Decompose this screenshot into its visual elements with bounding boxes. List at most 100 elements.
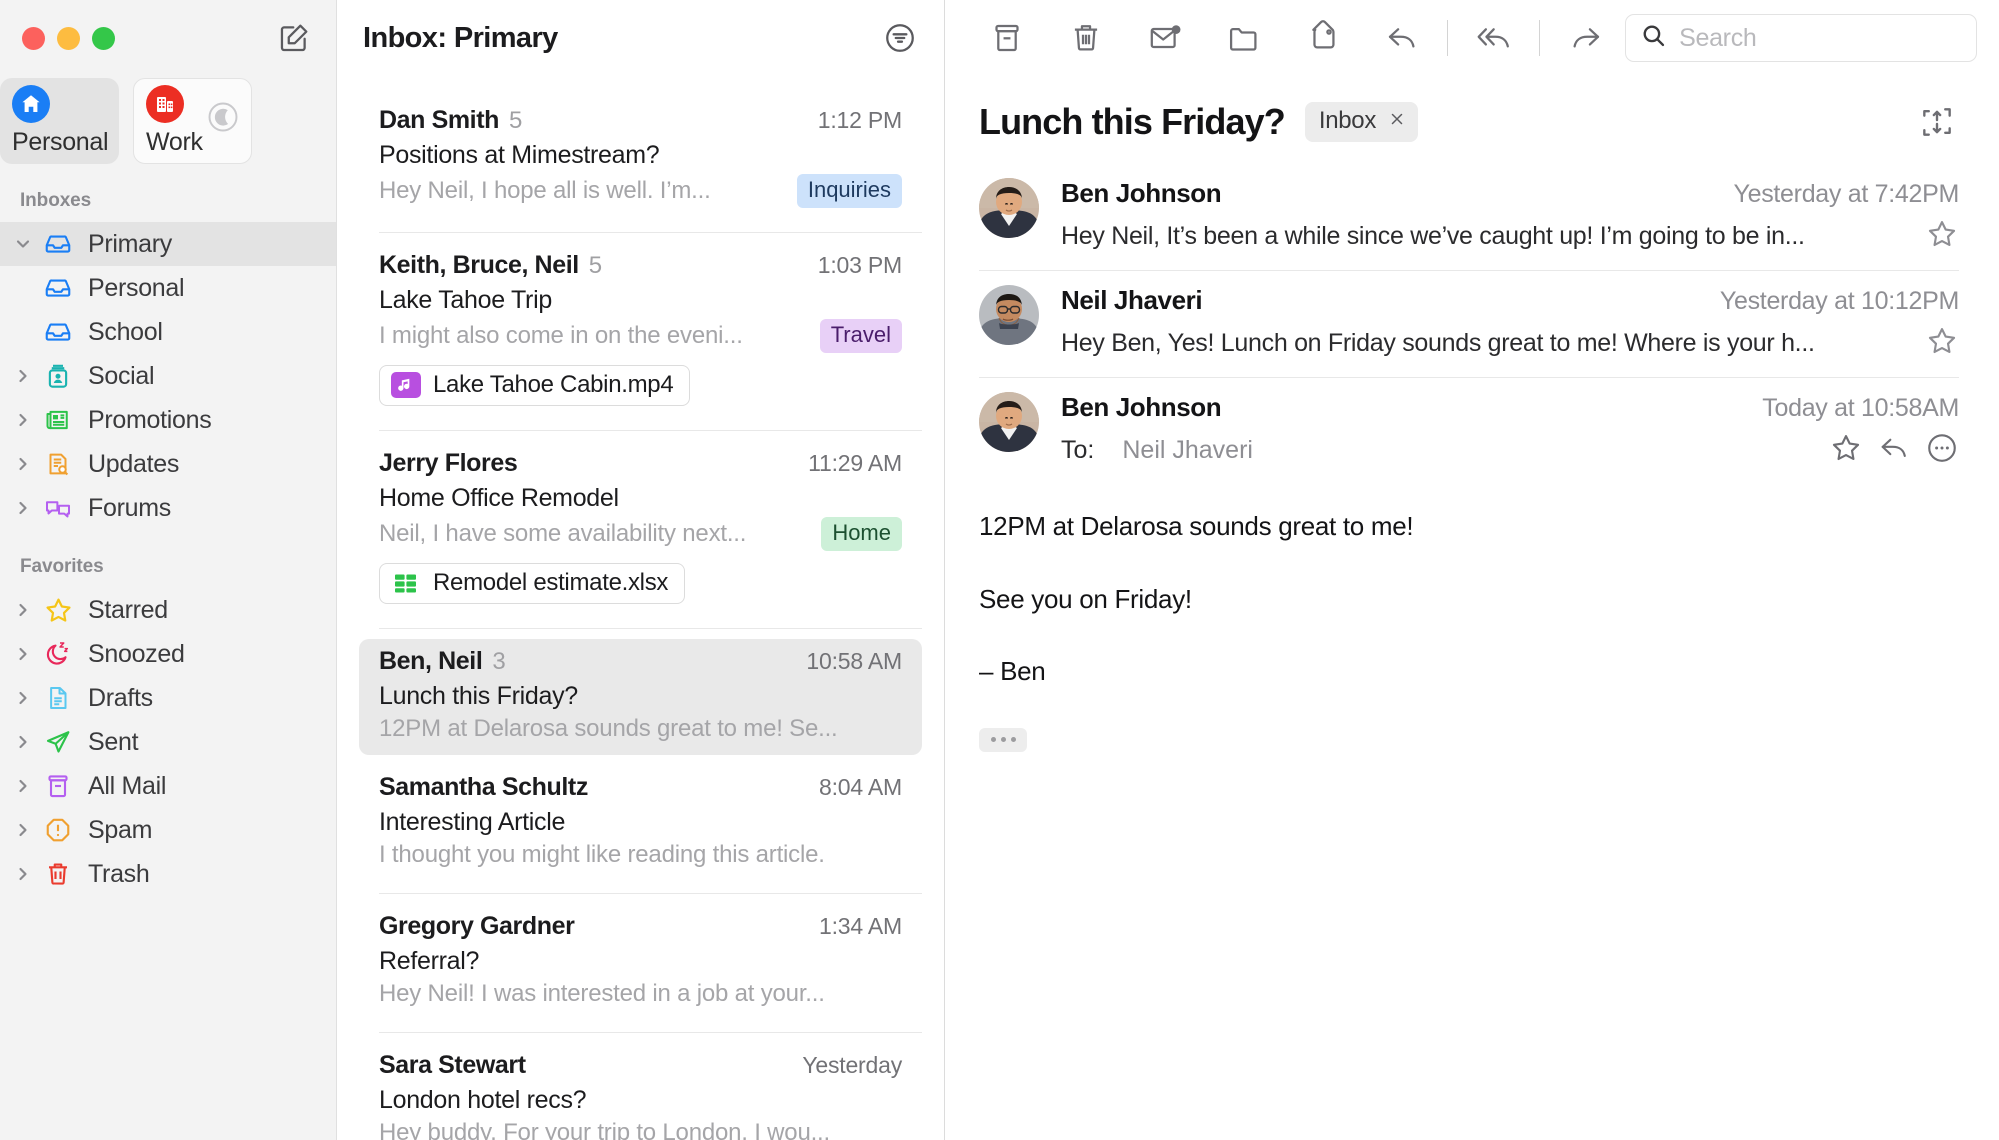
chevron-right-icon[interactable] (8, 644, 38, 664)
sidebar-item-personal[interactable]: Personal (0, 266, 336, 310)
forward-icon[interactable] (1546, 10, 1625, 66)
do-not-disturb-moon-icon[interactable] (205, 99, 241, 135)
message-list-scroll[interactable]: Dan Smith 5 1:12 PM Positions at Mimestr… (337, 76, 944, 1140)
recipient-name[interactable]: Neil Jhaveri (1122, 436, 1253, 464)
chevron-right-icon[interactable] (8, 498, 38, 518)
label-chip-inbox[interactable]: Inbox (1304, 102, 1419, 142)
message-row[interactable]: Keith, Bruce, Neil 5 1:03 PM Lake Tahoe … (337, 233, 944, 418)
sidebar-item-drafts[interactable]: Drafts (0, 676, 336, 720)
sidebar-item-forums-label: Forums (88, 493, 171, 522)
star-icon[interactable] (1829, 431, 1863, 470)
chevron-down-icon[interactable] (8, 234, 38, 254)
chevron-right-icon[interactable] (8, 688, 38, 708)
paper-plane-icon (38, 727, 78, 757)
show-trimmed-content-icon[interactable] (979, 727, 1027, 752)
sidebar-item-all-mail[interactable]: All Mail (0, 764, 336, 808)
message-sender: Jerry Flores (379, 449, 518, 477)
office-building-icon (146, 85, 184, 123)
chevron-right-icon[interactable] (8, 410, 38, 430)
mark-unread-icon[interactable] (1125, 10, 1204, 66)
message-time: 8:04 AM (819, 774, 902, 800)
chevron-right-icon[interactable] (8, 732, 38, 752)
titlebar (0, 0, 336, 76)
chevron-right-icon[interactable] (8, 864, 38, 884)
message-thread-count: 5 (509, 107, 523, 134)
page-title: Inbox: Primary (363, 21, 558, 54)
sidebar-item-spam[interactable]: Spam (0, 808, 336, 852)
reply-icon[interactable] (1877, 431, 1911, 470)
message-sender: Gregory Gardner (379, 912, 575, 940)
thread-message-expanded[interactable]: Ben Johnson Today at 10:58AM To: Neil Jh… (945, 378, 1999, 484)
more-icon[interactable] (1925, 431, 1959, 470)
message-row[interactable]: Jerry Flores 11:29 AM Home Office Remode… (337, 431, 944, 616)
account-work[interactable]: Work (133, 78, 252, 164)
compose-icon[interactable] (274, 18, 314, 58)
reading-pane: Search Lunch this Friday? Inbox (945, 0, 1999, 1140)
attachment-chip[interactable]: Remodel estimate.xlsx (379, 563, 686, 604)
message-tag[interactable]: Inquiries (796, 174, 902, 208)
thread-message-collapsed[interactable]: Neil Jhaveri Yesterday at 10:12PM Hey Be… (945, 271, 1999, 377)
message-row[interactable]: Sara Stewart Yesterday London hotel recs… (337, 1033, 944, 1140)
minimize-window-button[interactable] (57, 26, 80, 50)
chevron-right-icon[interactable] (8, 600, 38, 620)
sidebar-item-promotions-label: Promotions (88, 405, 212, 434)
account-personal-label: Personal (12, 128, 109, 156)
sidebar-item-sent[interactable]: Sent (0, 720, 336, 764)
search-input[interactable]: Search (1625, 14, 1978, 62)
message-row[interactable]: Dan Smith 5 1:12 PM Positions at Mimestr… (337, 88, 944, 220)
message-row[interactable]: Gregory Gardner 1:34 AM Referral? Hey Ne… (337, 894, 944, 1020)
toolbar-divider (1539, 20, 1541, 56)
attachment-name: Lake Tahoe Cabin.mp4 (433, 371, 674, 398)
message-preview: I might also come in on the eveni... (379, 322, 743, 349)
account-personal[interactable]: Personal (0, 78, 119, 164)
sidebar-item-promotions[interactable]: Promotions (0, 398, 336, 442)
updates-icon (38, 449, 78, 479)
sidebar-item-forums[interactable]: Forums (0, 486, 336, 530)
close-icon[interactable] (1388, 110, 1406, 133)
sidebar-item-starred[interactable]: Starred (0, 588, 336, 632)
thread-message-collapsed[interactable]: Ben Johnson Yesterday at 7:42PM Hey Neil… (945, 164, 1999, 270)
chevron-right-icon[interactable] (8, 820, 38, 840)
message-preview: Neil, I have some availability next... (379, 520, 747, 547)
star-icon[interactable] (1925, 324, 1959, 363)
message-row[interactable]: Samantha Schultz 8:04 AM Interesting Art… (337, 755, 944, 881)
thread-sender-name: Neil Jhaveri (1061, 285, 1203, 315)
section-title-inboxes: Inboxes (20, 190, 92, 211)
sidebar-item-school[interactable]: School (0, 310, 336, 354)
message-time: 11:29 AM (808, 450, 902, 476)
close-window-button[interactable] (22, 26, 45, 50)
message-toolbar: Search (945, 0, 1999, 76)
message-tag[interactable]: Home (821, 517, 902, 551)
sidebar-item-updates[interactable]: Updates (0, 442, 336, 486)
reply-icon[interactable] (1362, 10, 1441, 66)
thread-timestamp: Today at 10:58AM (1762, 394, 1959, 422)
chevron-right-icon[interactable] (8, 366, 38, 386)
favorites-list: Starred Snoozed (0, 588, 336, 896)
thread-divider (979, 377, 1959, 378)
chevron-right-icon[interactable] (8, 454, 38, 474)
sidebar-item-social[interactable]: Social (0, 354, 336, 398)
draft-document-icon (38, 683, 78, 713)
archive-box-icon (38, 771, 78, 801)
sidebar-item-snoozed-label: Snoozed (88, 639, 185, 668)
filter-icon[interactable] (880, 18, 920, 58)
move-to-folder-icon[interactable] (1204, 10, 1283, 66)
attachment-chip[interactable]: Lake Tahoe Cabin.mp4 (379, 365, 691, 406)
sidebar-item-primary[interactable]: Primary (0, 222, 336, 266)
tag-icon[interactable] (1283, 10, 1362, 66)
sidebar-item-trash[interactable]: Trash (0, 852, 336, 896)
star-icon[interactable] (1925, 217, 1959, 256)
chevron-right-icon[interactable] (8, 776, 38, 796)
archive-icon[interactable] (967, 10, 1046, 66)
trash-icon[interactable] (1046, 10, 1125, 66)
message-subject: Home Office Remodel (379, 484, 619, 512)
message-tag[interactable]: Travel (819, 319, 902, 353)
share-expand-icon[interactable] (1915, 100, 1959, 144)
reply-all-icon[interactable] (1454, 10, 1533, 66)
zoom-window-button[interactable] (92, 26, 115, 50)
message-row-selected[interactable]: Ben, Neil 3 10:58 AM Lunch this Friday? … (337, 629, 944, 755)
sidebar-item-snoozed[interactable]: Snoozed (0, 632, 336, 676)
thread-timestamp: Yesterday at 10:12PM (1719, 287, 1959, 315)
message-subject: Lunch this Friday? (379, 682, 578, 710)
